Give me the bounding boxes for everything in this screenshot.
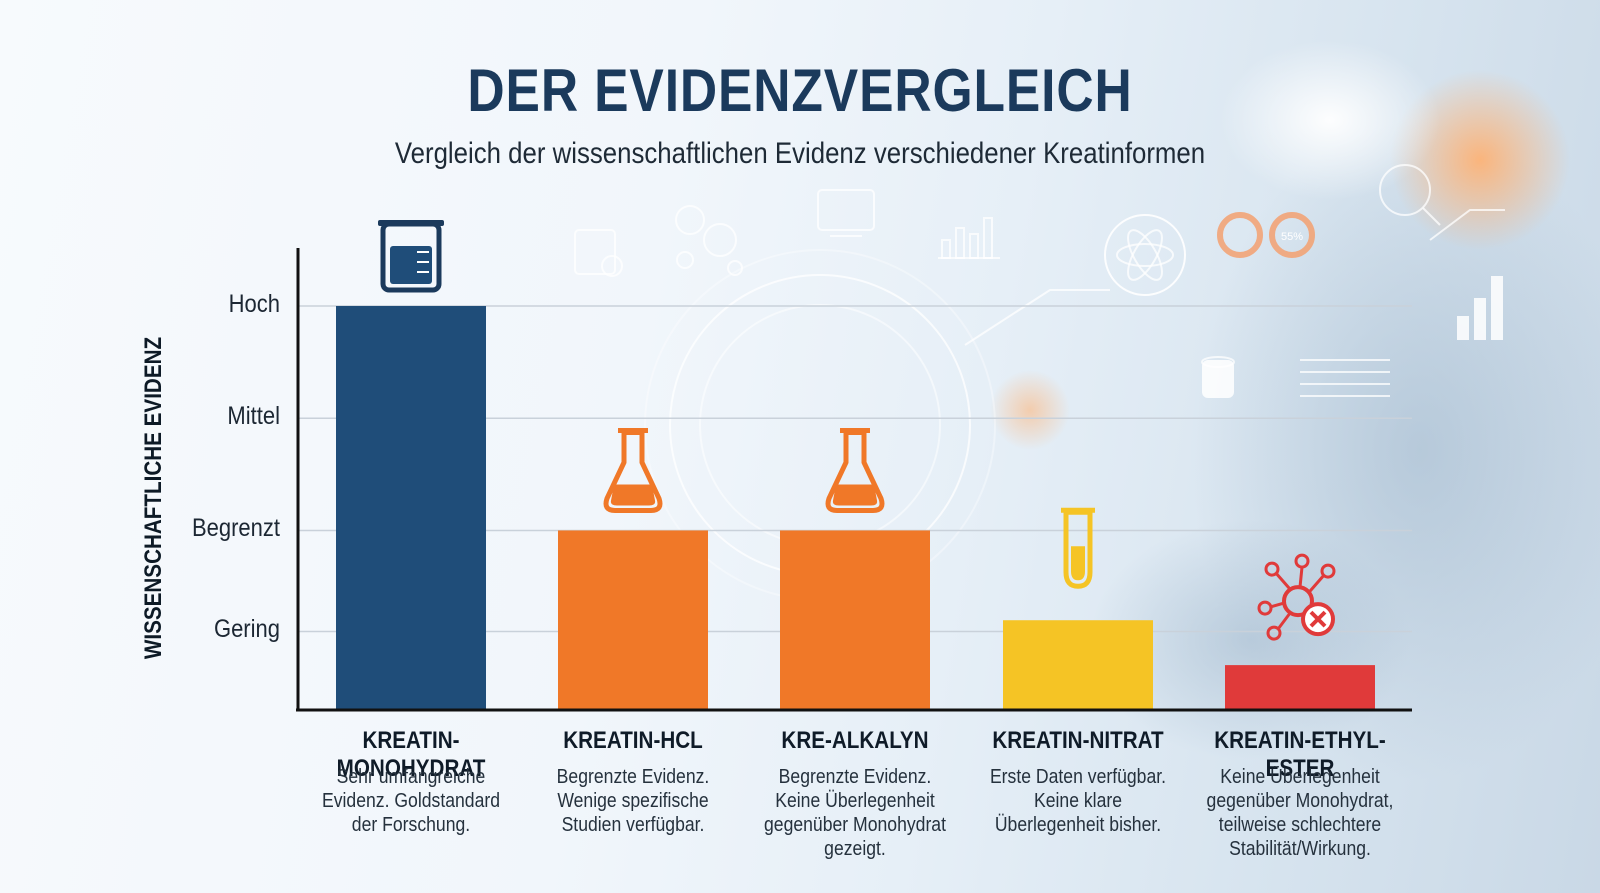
description-line: gezeigt. bbox=[824, 838, 886, 860]
description-line: Keine klare bbox=[1033, 790, 1123, 812]
description-line: Keine Überlegenheit bbox=[775, 790, 935, 812]
flask-icon bbox=[603, 427, 663, 513]
decor-percent: 55% bbox=[1281, 231, 1303, 243]
description-line: gegenüber Monohydrat, bbox=[1206, 790, 1394, 812]
bar-kreatin-monohydrat bbox=[336, 306, 486, 710]
x-category-label: KREATIN-MONOHYDRAT bbox=[336, 727, 486, 782]
molecule-x-icon bbox=[1257, 553, 1336, 641]
description-line: Begrenzte Evidenz. bbox=[556, 766, 710, 788]
description-line: Begrenzte Evidenz. bbox=[778, 766, 932, 788]
flask-icon bbox=[825, 427, 885, 513]
y-tick-label: Begrenzt bbox=[191, 514, 280, 543]
bar-kreatin-ethyl-ester bbox=[1225, 665, 1375, 710]
bar-kreatin-nitrat bbox=[1003, 620, 1153, 710]
description-line: Evidenz. Goldstandard bbox=[321, 790, 501, 812]
test-tube-icon bbox=[1061, 507, 1095, 589]
description-line: Keine Überlegenheit bbox=[1220, 766, 1380, 788]
description-line: gegenüber Monohydrat bbox=[763, 814, 946, 836]
description-line: Sehr umfangreiche bbox=[336, 766, 486, 788]
description-line: teilweise schlechtere bbox=[1218, 814, 1382, 836]
category-description: Erste Daten verfügbar. Keine klare Überleg… bbox=[977, 765, 1179, 837]
description-line: Überlegenheit bisher. bbox=[994, 814, 1162, 836]
bar-kreatin-hcl bbox=[558, 530, 708, 710]
description-line: Studien verfügbar. bbox=[561, 814, 705, 836]
beaker-icon bbox=[378, 220, 444, 293]
y-tick-label: Gering bbox=[213, 615, 280, 644]
page-title: DER EVIDENZVERGLEICH bbox=[467, 57, 1133, 124]
y-tick-label: Mittel bbox=[227, 402, 280, 431]
x-category-label: KRE-ALKALYN bbox=[781, 727, 929, 754]
description-line: Erste Daten verfügbar. bbox=[989, 766, 1167, 788]
page-subtitle: Vergleich der wissenschaftlichen Evidenz… bbox=[394, 137, 1206, 170]
category-description: Keine Überlegenheit gegenüber Monohydrat,… bbox=[1199, 765, 1401, 861]
x-category-label: KREATIN-NITRAT bbox=[992, 727, 1164, 754]
x-category-label: KREATIN-HCL bbox=[563, 727, 703, 754]
y-tick-label: Hoch bbox=[228, 290, 280, 318]
bar-kre-alkalyn bbox=[780, 530, 930, 710]
x-category-label: KREATIN-ETHYL-ESTER bbox=[1214, 727, 1386, 782]
category-description: Sehr umfangreiche Evidenz. Goldstandard de… bbox=[310, 765, 512, 837]
description-line: der Forschung. bbox=[351, 814, 471, 836]
category-description: Begrenzte Evidenz. Wenige spezifische Stud… bbox=[532, 765, 734, 837]
description-line: Stabilität/Wirkung. bbox=[1229, 838, 1371, 860]
description-line: Wenige spezifische bbox=[557, 790, 709, 812]
category-description: Begrenzte Evidenz. Keine Überlegenheit geg… bbox=[754, 765, 956, 861]
